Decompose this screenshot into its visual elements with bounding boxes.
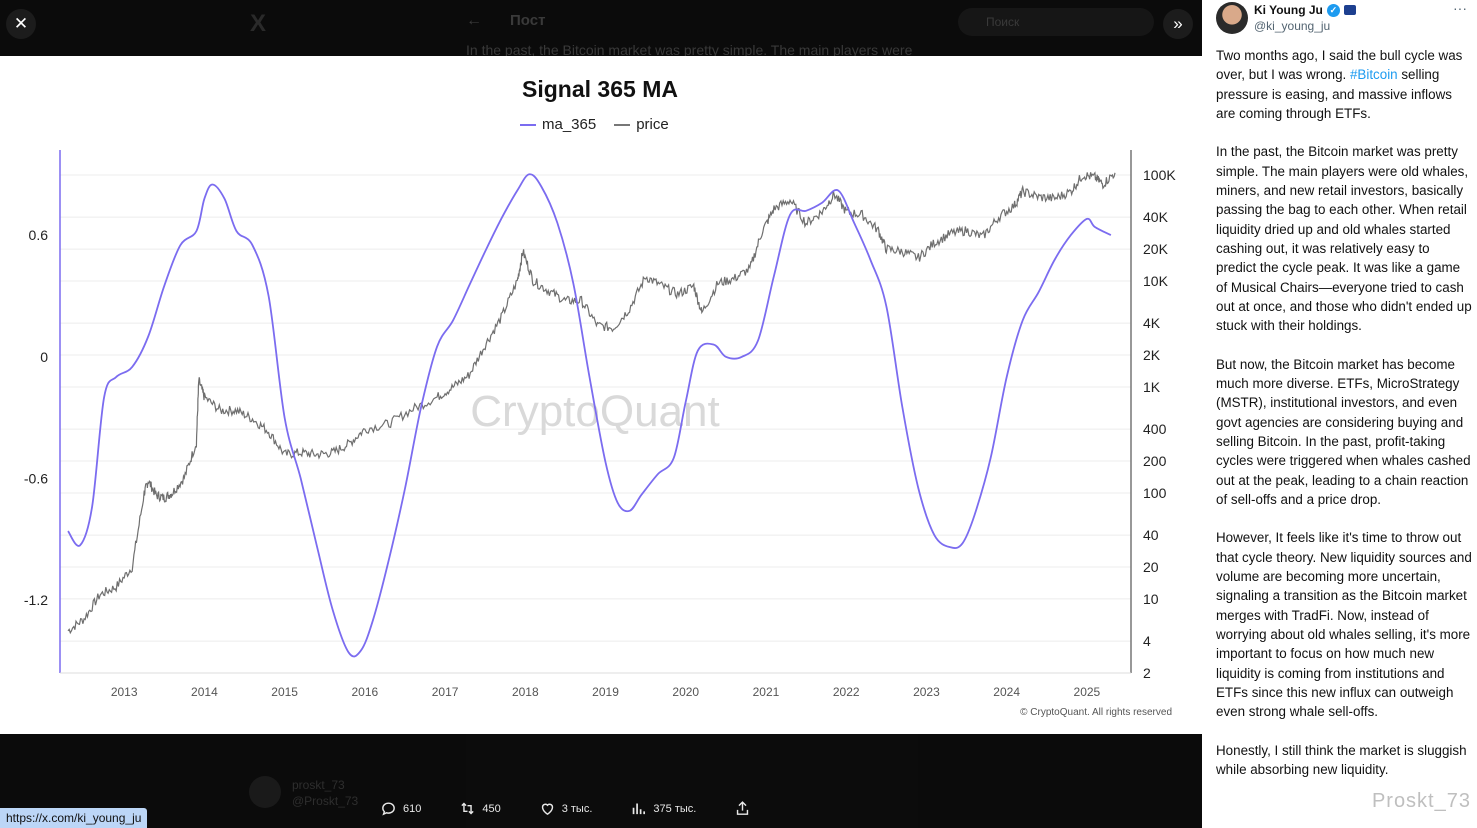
tweet-paragraph-4: However, It feels like it's time to thro… [1216, 530, 1472, 720]
right-axis-tick: 200 [1143, 453, 1167, 469]
x-axis-tick: 2022 [833, 685, 860, 699]
analytics-icon [633, 803, 646, 815]
x-axis-tick: 2017 [432, 685, 459, 699]
like-button[interactable]: 3 тыс. [539, 800, 593, 817]
background-commenter-handle: @Proskt_73 [292, 794, 359, 808]
legend-swatch-price [614, 123, 631, 126]
right-axis-tick: 2 [1143, 665, 1151, 681]
right-axis-tick: 4K [1143, 315, 1161, 331]
x-axis-tick: 2013 [111, 685, 138, 699]
affiliate-badge-icon [1343, 5, 1356, 15]
x-axis-tick: 2019 [592, 685, 619, 699]
media-viewer: X ← Пост Поиск In the past, the Bitcoin … [0, 0, 1202, 828]
right-axis-tick: 10 [1143, 591, 1159, 607]
author-name-row[interactable]: Ki Young Ju ✓ [1254, 3, 1356, 17]
legend-item-ma365: ma_365 [520, 116, 596, 133]
author-avatar[interactable] [1216, 2, 1248, 34]
x-axis-tick: 2020 [672, 685, 699, 699]
x-axis-tick: 2015 [271, 685, 298, 699]
x-axis-tick: 2021 [753, 685, 780, 699]
x-axis-tick: 2024 [993, 685, 1020, 699]
legend-swatch-ma365 [520, 123, 536, 126]
legend-label-ma365: ma_365 [542, 116, 597, 133]
right-axis-tick: 20 [1143, 559, 1159, 575]
right-axis-tick: 400 [1143, 421, 1167, 437]
view-count: 375 тыс. [653, 802, 697, 815]
close-button[interactable]: ✕ [6, 9, 36, 39]
series-line-ma365 [67, 173, 1112, 658]
reply-count: 610 [403, 802, 422, 815]
left-axis-tick: 0.6 [29, 227, 49, 243]
right-axis-tick: 2K [1143, 347, 1161, 363]
share-icon [737, 801, 749, 815]
share-button[interactable] [734, 800, 751, 817]
chart-legend: ma_365 price [520, 116, 669, 133]
x-axis-tick: 2018 [512, 685, 539, 699]
right-axis-tick: 4 [1143, 633, 1151, 649]
tweet-text: Two months ago, I said the bull cycle wa… [1216, 46, 1472, 799]
left-axis-tick: -0.6 [24, 470, 48, 486]
tweet-paragraph-5: Honestly, I still think the market is sl… [1216, 742, 1467, 777]
left-axis-tick: -1.2 [24, 592, 48, 608]
tweet-paragraph-3: But now, the Bitcoin market has become m… [1216, 356, 1471, 507]
background-commenter-name: proskt_73 [292, 778, 345, 792]
right-axis-tick: 100 [1143, 485, 1167, 501]
repost-icon [461, 802, 475, 815]
tweet-paragraph-2: In the past, the Bitcoin market was pret… [1216, 144, 1472, 334]
chart-canvas: 0.6 0 -0.6 -1.2 100K 40K 20K 10K 4K 2K 1K 400 200 100… [24, 150, 1176, 699]
expand-sidebar-button[interactable]: » [1163, 9, 1193, 39]
legend-label-price: price [636, 116, 669, 133]
more-options-icon[interactable]: ··· [1453, 0, 1467, 16]
background-page-title: Пост [510, 12, 546, 29]
x-axis-tick: 2014 [191, 685, 218, 699]
background-tweet-snippet: In the past, the Bitcoin market was pret… [466, 42, 913, 58]
heart-icon [541, 803, 553, 816]
repost-button[interactable]: 450 [459, 800, 501, 817]
verified-badge-icon: ✓ [1326, 3, 1340, 17]
views-button[interactable]: 375 тыс. [630, 800, 696, 817]
chart-copyright: © CryptoQuant. All rights reserved [1020, 707, 1172, 718]
legend-item-price: price [614, 116, 669, 133]
right-axis-tick: 1K [1143, 379, 1161, 395]
chart-title: Signal 365 MA [522, 76, 678, 102]
close-icon: ✕ [13, 14, 29, 33]
back-arrow-icon: ← [466, 12, 482, 29]
right-axis-tick: 10K [1143, 273, 1169, 289]
right-axis-tick: 100K [1143, 167, 1176, 183]
like-count: 3 тыс. [561, 802, 593, 815]
chart-image: 0.6 0 -0.6 -1.2 100K 40K 20K 10K 4K 2K 1K 400 200 100… [0, 56, 1202, 734]
x-axis-tick: 2016 [352, 685, 379, 699]
author-handle[interactable]: @ki_young_ju [1254, 19, 1331, 33]
tweet-paragraph-1: Two months ago, I said the bull cycle wa… [1216, 48, 1463, 121]
right-axis-tick: 40 [1143, 527, 1159, 543]
page-watermark: Proskt_73 [1371, 790, 1471, 812]
double-chevron-right-icon: » [1173, 14, 1183, 33]
hashtag-link[interactable]: #Bitcoin [1349, 67, 1398, 83]
tweet-actions: 610 450 3 тыс. 375 тыс. [380, 800, 789, 817]
reply-icon [382, 802, 395, 816]
reply-button[interactable]: 610 [380, 800, 421, 817]
series-line-price [67, 171, 1116, 635]
background-chart-thumbnail [466, 734, 918, 828]
repost-count: 450 [482, 802, 501, 815]
author-name: Ki Young Ju [1254, 3, 1323, 17]
x-axis-tick: 2023 [913, 685, 940, 699]
tweet-sidebar: Ki Young Ju ✓ @ki_young_ju ··· Two month… [1202, 0, 1477, 828]
right-axis-tick: 20K [1143, 241, 1169, 257]
background-search-input: Поиск [958, 8, 1154, 36]
x-axis-tick: 2025 [1074, 685, 1101, 699]
right-axis-tick: 40K [1143, 209, 1169, 225]
status-bar-url: https://x.com/ki_young_ju [0, 808, 148, 828]
x-logo: X [250, 10, 267, 37]
left-axis-tick: 0 [40, 349, 48, 365]
background-avatar [249, 776, 281, 808]
